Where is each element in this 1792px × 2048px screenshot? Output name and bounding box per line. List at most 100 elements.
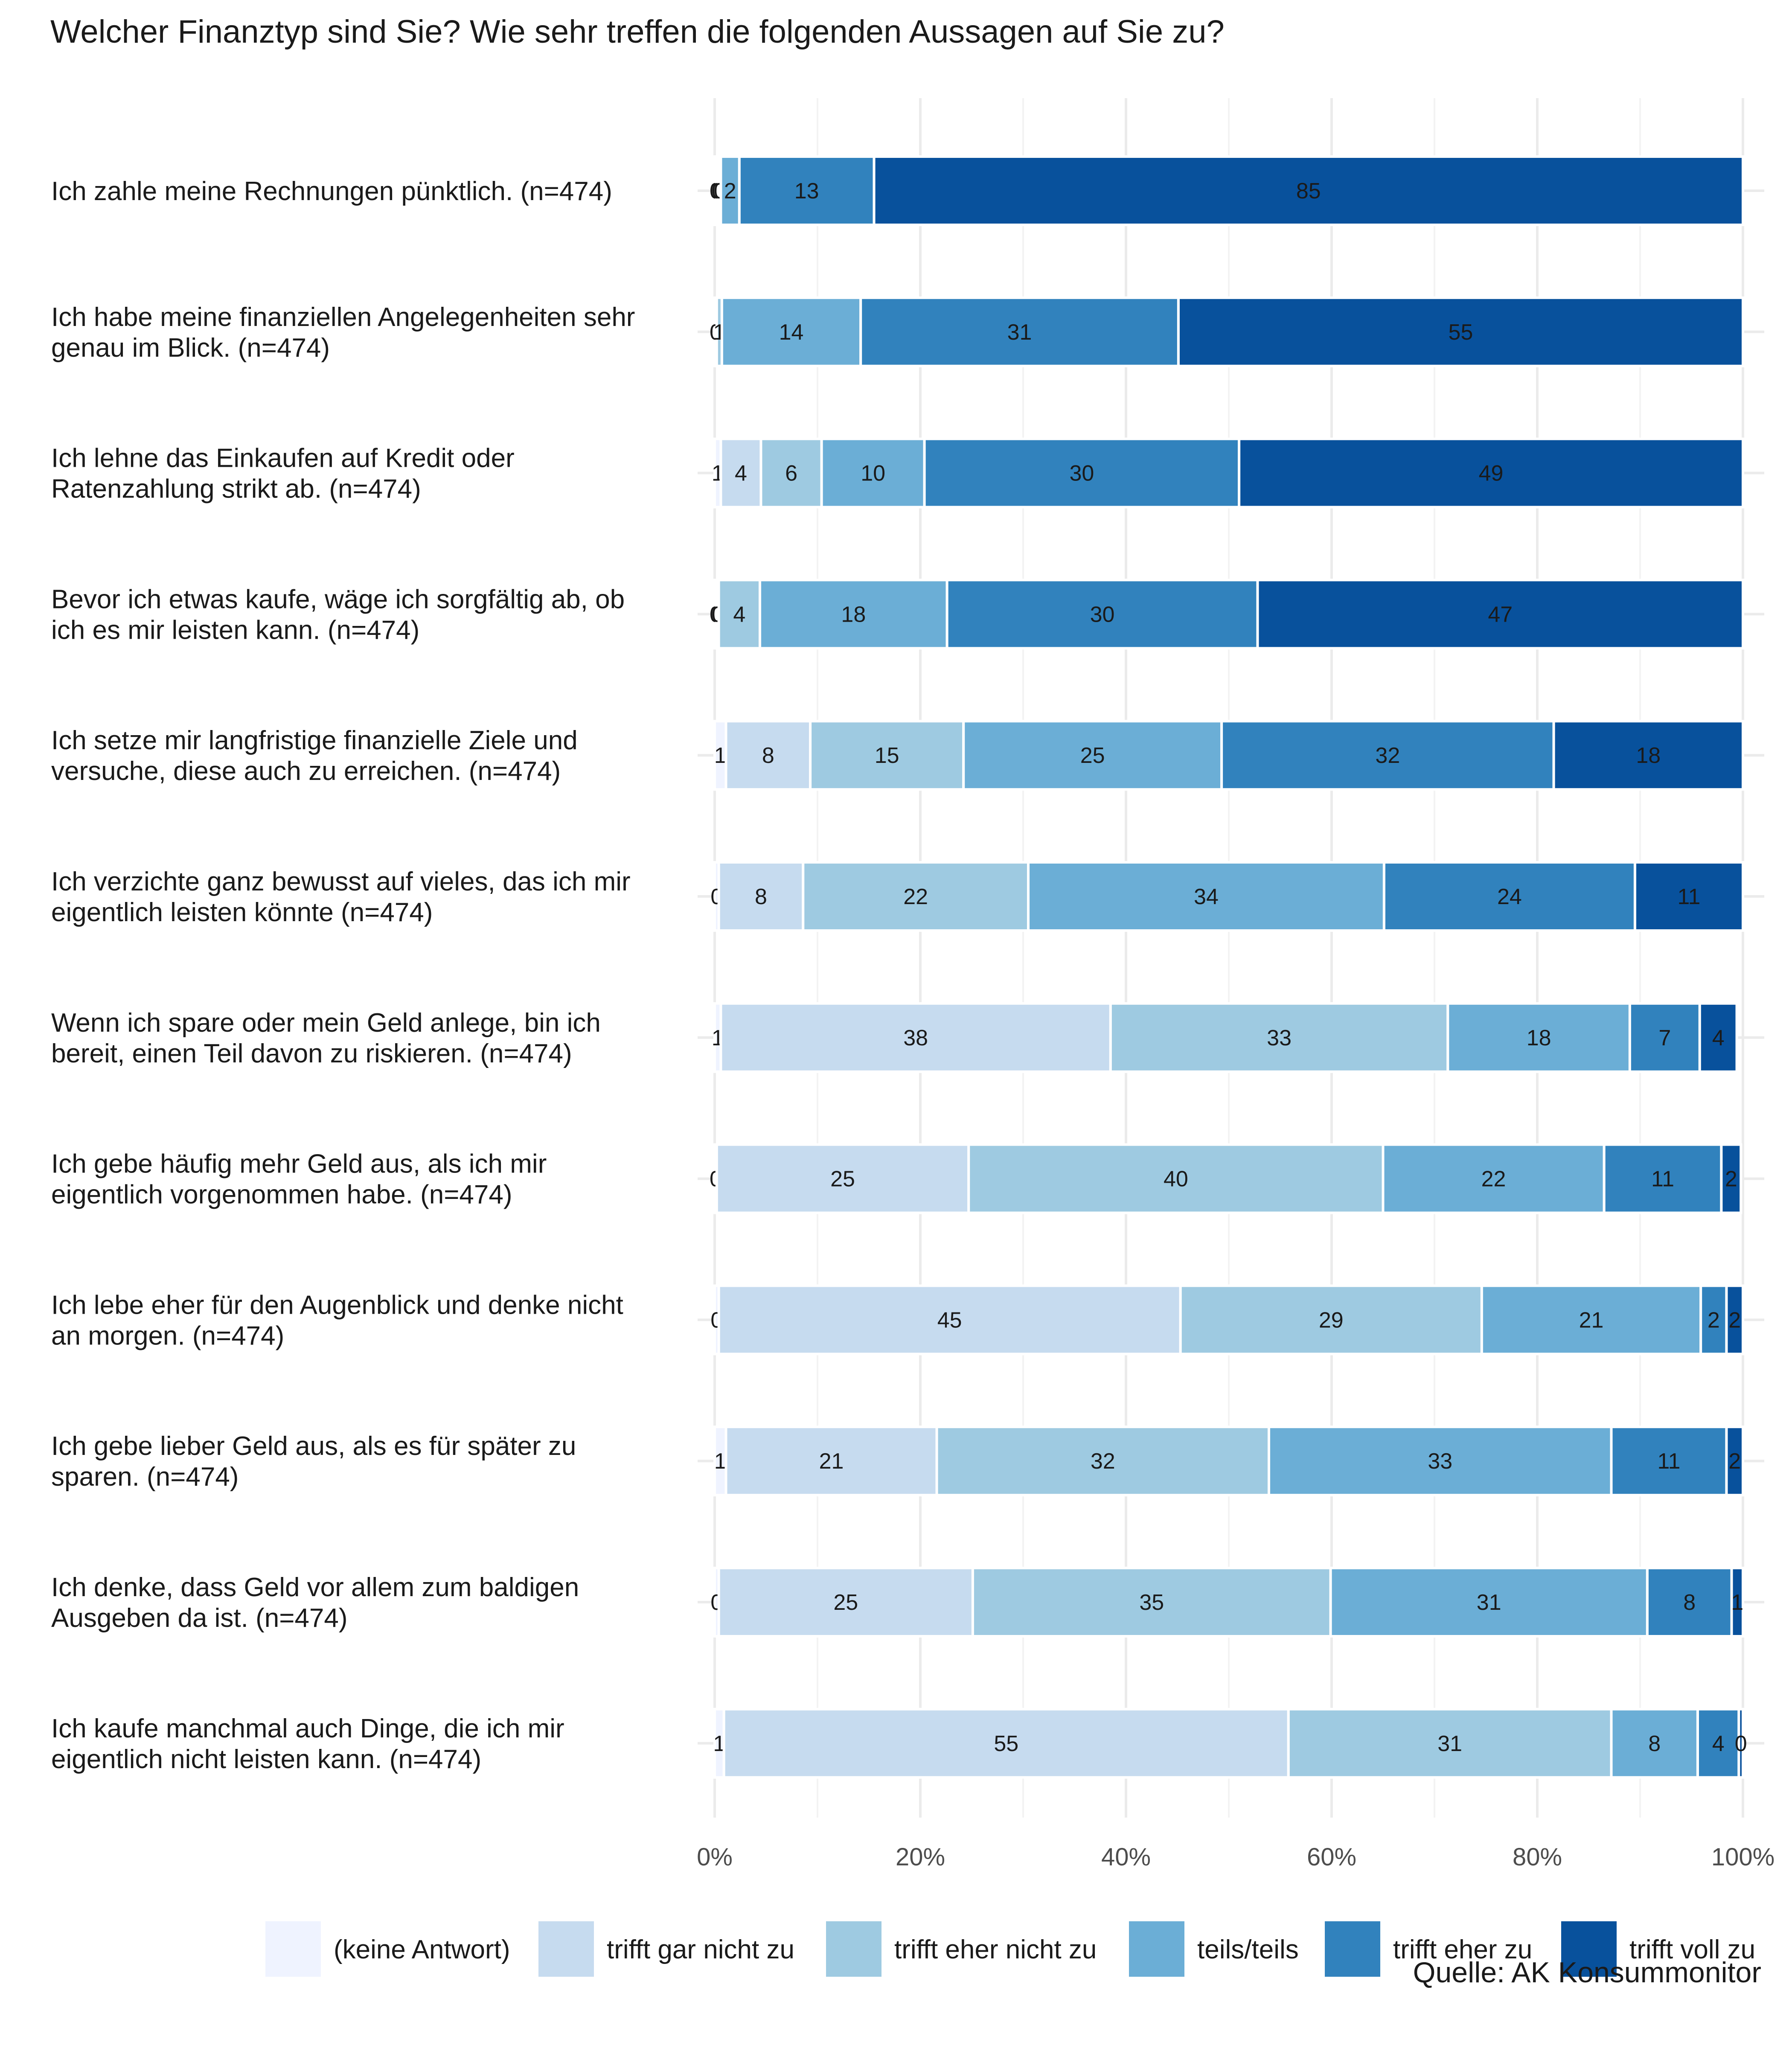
x-tick-label: 40%	[1101, 1843, 1151, 1871]
bar-segment	[1220, 720, 1555, 791]
bar-segment	[738, 155, 876, 226]
bar-value-label: 25	[1080, 743, 1105, 768]
bar-segment	[1177, 296, 1744, 367]
bar-value-label: 30	[1069, 461, 1094, 486]
bar-value-label: 1	[1731, 1590, 1743, 1615]
legend: (keine Antwort) trifft gar nicht zu trifft…	[265, 1921, 1755, 1977]
bar-segment	[1699, 1284, 1728, 1356]
bar-value-label: 8	[1683, 1590, 1696, 1615]
bar-value-label: 8	[1648, 1731, 1661, 1756]
bar-segment	[759, 437, 823, 509]
bar-segment	[713, 720, 727, 791]
legend-swatch	[826, 1921, 881, 1977]
bar-segment	[1238, 437, 1745, 509]
bar-value-label: 25	[830, 1167, 855, 1192]
bar-segment	[1382, 1143, 1606, 1214]
category-label: Wenn ich spare oder mein Geld anlege, bi…	[51, 1008, 601, 1038]
legend-label: trifft eher zu	[1393, 1935, 1532, 1964]
bar-value-label: 8	[762, 743, 774, 768]
category-label: Ich lehne das Einkaufen auf Kredit oder	[51, 444, 515, 473]
bar-value-label: 24	[1497, 884, 1522, 909]
x-tick-label: 0%	[697, 1843, 733, 1871]
bar-segment	[971, 1567, 1332, 1638]
category-label: Ich habe meine finanziellen Angelegenhei…	[51, 303, 635, 332]
bar-value-label: 4	[733, 602, 745, 627]
bar-segment	[1552, 720, 1745, 791]
bar-value-label: 6	[785, 461, 797, 486]
bar-value-label: 1	[714, 743, 727, 768]
bar-value-label: 55	[994, 1731, 1018, 1756]
bar-value-label: 25	[833, 1590, 858, 1615]
legend-label: (keine Antwort)	[334, 1935, 510, 1964]
bar-value-label: 11	[1651, 1167, 1674, 1192]
category-label: an morgen. (n=474)	[51, 1321, 284, 1350]
legend-swatch	[1325, 1921, 1380, 1977]
bar-value-label: 21	[819, 1449, 844, 1474]
category-label: versuche, diese auch zu erreichen. (n=47…	[51, 756, 561, 786]
legend-swatch	[1129, 1921, 1184, 1977]
category-labels: Ich zahle meine Rechnungen pünktlich. (n…	[51, 177, 635, 1774]
bar-value-label: 13	[794, 179, 819, 204]
bar-segment	[1329, 1567, 1649, 1638]
bar-value-label: 55	[1449, 320, 1473, 345]
bar-value-label: 47	[1488, 602, 1513, 627]
bar-value-label: 85	[1296, 179, 1321, 204]
bar-segment	[717, 579, 762, 650]
bar-value-label: 35	[1139, 1590, 1164, 1615]
category-label: Ich zahle meine Rechnungen pünktlich. (n…	[51, 177, 612, 206]
bar-value-label: 31	[1437, 1731, 1462, 1756]
bar-segment	[1737, 1708, 1745, 1779]
bar-value-label: 11	[1657, 1449, 1680, 1474]
legend-label: teils/teils	[1197, 1935, 1299, 1964]
category-label: Ich denke, dass Geld vor allem zum baldi…	[51, 1573, 579, 1602]
bar-value-label: 34	[1194, 884, 1219, 909]
bar-segment	[923, 437, 1241, 509]
bar-segment	[1730, 1567, 1744, 1638]
bar-segment	[1698, 1002, 1738, 1073]
category-label: eigentlich vorgenommen habe. (n=474)	[51, 1180, 512, 1210]
bar-segment	[1109, 1002, 1449, 1073]
category-label: Ausgeben da ist. (n=474)	[51, 1603, 348, 1633]
bar-segment	[724, 1425, 938, 1497]
bar-value-label: 32	[1091, 1449, 1115, 1474]
bar-value-label: 33	[1428, 1449, 1452, 1474]
bar-value-label: 2	[1725, 1167, 1737, 1192]
bar-value-label: 18	[1636, 743, 1661, 768]
x-axis-ticks: 0% 20% 40% 60% 80% 100%	[697, 1843, 1775, 1871]
bar-segment	[1720, 1143, 1743, 1214]
category-label: genau im Blick. (n=474)	[51, 333, 330, 363]
bar-value-label: 33	[1267, 1026, 1292, 1050]
bar-value-label: 4	[735, 461, 747, 486]
x-tick-label: 60%	[1307, 1843, 1356, 1871]
bar-value-label: 10	[861, 461, 885, 486]
bar-value-label: 11	[1677, 884, 1700, 909]
bar-segment	[1696, 1708, 1740, 1779]
bar-segment	[1603, 1143, 1723, 1214]
bar-value-label: 1	[714, 1449, 727, 1474]
bar-value-label: 2	[1728, 1449, 1741, 1474]
bar-segment	[1446, 1002, 1631, 1073]
x-tick-label: 20%	[896, 1843, 945, 1871]
bar-value-label: 38	[903, 1026, 928, 1050]
legend-label: trifft voll zu	[1629, 1935, 1755, 1964]
bar-value-label: 49	[1479, 461, 1504, 486]
bar-segment	[1179, 1284, 1483, 1356]
bar-value-label: 45	[937, 1308, 962, 1332]
bar-segment	[1628, 1002, 1701, 1073]
x-tick-label: 80%	[1513, 1843, 1562, 1871]
chart-caption: Quelle: AK Konsummonitor	[1413, 1956, 1761, 1989]
legend-swatch	[265, 1921, 321, 1977]
bar-segment	[1610, 1708, 1699, 1779]
bar-segment	[713, 1425, 727, 1497]
bar-value-label: 7	[1658, 1026, 1671, 1050]
bar-segment	[1256, 579, 1744, 650]
category-label: Ich lebe eher für den Augenblick und den…	[51, 1290, 623, 1320]
bar-value-label: 4	[1712, 1026, 1725, 1050]
bar-segment	[1725, 1284, 1744, 1356]
bar-value-label: 18	[1527, 1026, 1551, 1050]
bar-segment	[719, 1002, 1112, 1073]
bar-value-label: 2	[1708, 1308, 1720, 1332]
bar-segment	[1480, 1284, 1702, 1356]
bar-segment	[873, 155, 1744, 226]
